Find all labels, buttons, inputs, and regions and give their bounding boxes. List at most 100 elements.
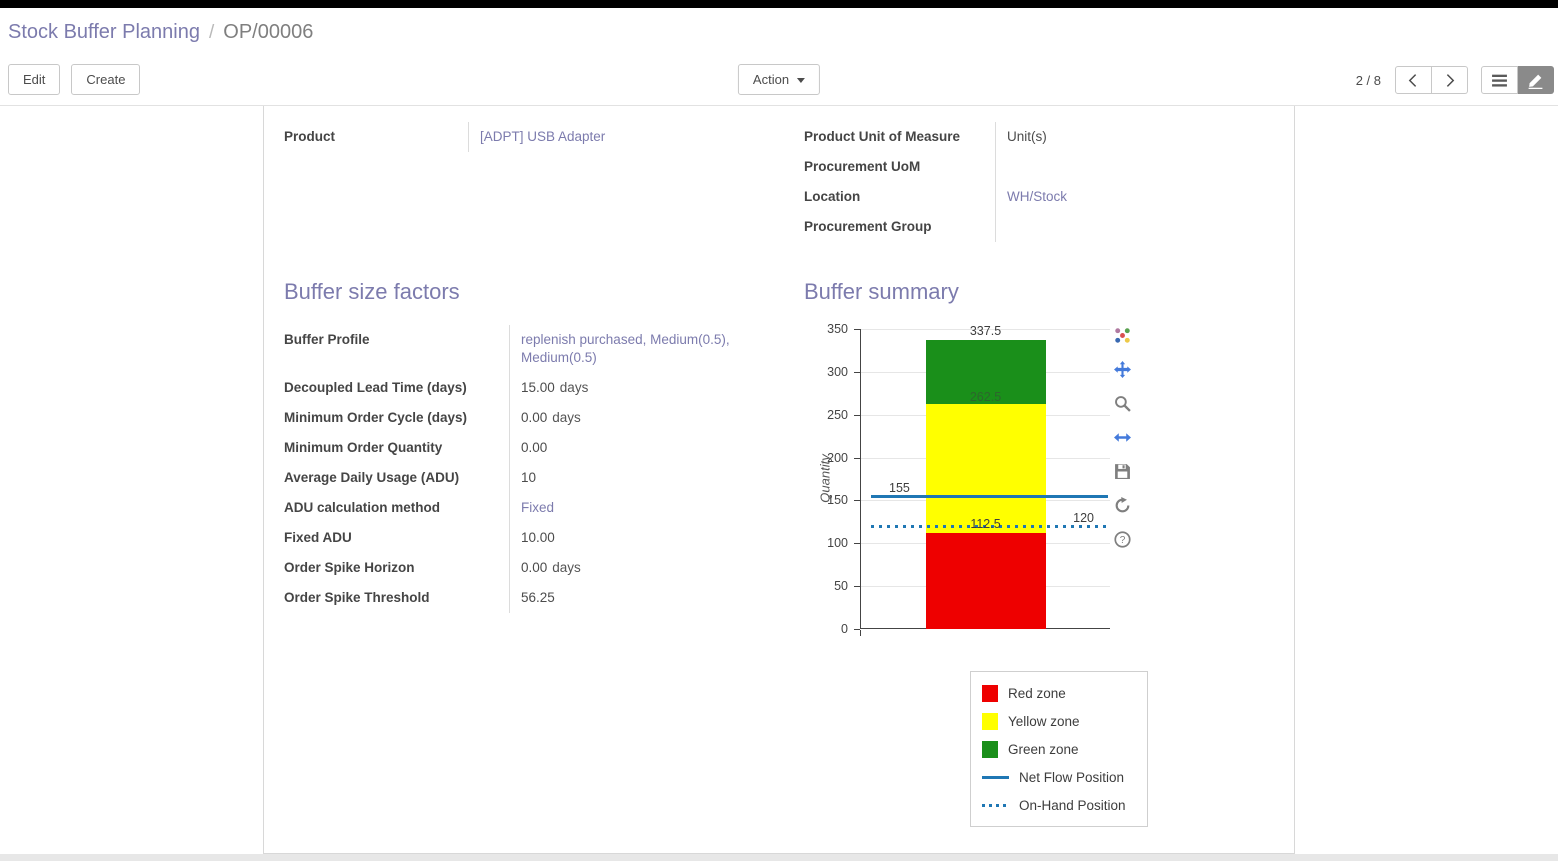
pager-buttons: [1395, 66, 1468, 94]
chart-zone-red-zone: [926, 532, 1046, 629]
field-value-adu: 10: [510, 463, 774, 493]
page-bottom-strip: [0, 854, 1558, 861]
minimum-order-cycle-uom: days: [552, 410, 581, 425]
legend-item-on-hand-position[interactable]: On-Hand Position: [982, 791, 1136, 819]
field-value-order-spike-horizon: 0.00 days: [510, 553, 774, 583]
location-link[interactable]: WH/Stock: [1007, 189, 1068, 204]
field-label-procurement-uom: Procurement UoM: [804, 152, 996, 182]
buffer-summary-column: Buffer summary Quantity 0 50 100 150 200 250 3…: [804, 242, 1274, 827]
legend-line-net-flow: [982, 775, 1009, 779]
create-button[interactable]: Create: [71, 64, 141, 95]
action-area: Action: [737, 64, 821, 95]
y-tick-label: 150: [827, 493, 848, 508]
legend-item-red-zone[interactable]: Red zone: [982, 679, 1136, 707]
fixed-adu-value: 10.00: [521, 530, 555, 545]
top-navbar: [0, 0, 1558, 8]
y-tick-label: 250: [827, 407, 848, 422]
list-view-button[interactable]: [1481, 66, 1518, 94]
legend-label-yellow-zone: Yellow zone: [1008, 713, 1080, 729]
caret-down-icon: [797, 78, 806, 84]
legend-item-yellow-zone[interactable]: Yellow zone: [982, 707, 1136, 735]
view-switcher: [1481, 66, 1554, 94]
minimum-order-quantity-value: 0.00: [521, 440, 548, 455]
legend-swatch-red-zone: [982, 684, 998, 702]
y-tick-mark: [854, 329, 860, 330]
pager-previous-button[interactable]: [1395, 66, 1432, 94]
y-tick-label: 350: [827, 322, 848, 336]
field-label-location: Location: [804, 182, 996, 212]
field-value-fixed-adu: 10.00: [510, 523, 774, 553]
adu-value: 10: [521, 470, 537, 485]
field-value-procurement-group: [996, 212, 1274, 242]
left-field-group: Product [ADPT] USB Adapter: [284, 122, 804, 152]
reset-axes-icon[interactable]: [1114, 497, 1131, 514]
buffer-size-factors-title: Buffer size factors: [284, 279, 460, 304]
chart-modebar: ?: [1114, 327, 1131, 548]
pager-and-views: 2 / 8: [1356, 66, 1554, 94]
product-link[interactable]: [ADPT] USB Adapter: [480, 129, 606, 144]
legend-item-green-zone[interactable]: Green zone: [982, 735, 1136, 763]
adu-method-link[interactable]: Fixed: [521, 500, 555, 515]
pager-next-button[interactable]: [1432, 66, 1468, 94]
chart-annotation: 112.5: [970, 517, 1001, 532]
form-sheet: Product [ADPT] USB Adapter Product Unit …: [263, 106, 1295, 854]
plotly-logo-icon[interactable]: [1114, 327, 1131, 344]
field-value-location: WH/Stock: [996, 182, 1274, 212]
breadcrumb: Stock Buffer Planning / OP/00006: [0, 8, 1558, 55]
field-label-order-spike-threshold: Order Spike Threshold: [284, 583, 510, 613]
order-spike-threshold-value: 56.25: [521, 590, 555, 605]
field-label-adu-method: ADU calculation method: [284, 493, 510, 523]
main-fields-section: Product [ADPT] USB Adapter Product Unit …: [284, 122, 1274, 242]
breadcrumb-separator: /: [208, 22, 215, 43]
field-value-adu-method: Fixed: [510, 493, 774, 523]
pan-icon[interactable]: [1114, 361, 1131, 378]
help-icon[interactable]: ?: [1114, 531, 1131, 548]
breadcrumb-current: OP/00006: [223, 21, 314, 43]
chart-yticks: 0 50 100 150 200 250 300 350: [814, 322, 848, 636]
field-label-buffer-profile: Buffer Profile: [284, 325, 510, 373]
legend-label-green-zone: Green zone: [1008, 741, 1079, 757]
list-view-icon: [1491, 72, 1508, 89]
legend-item-net-flow-position[interactable]: Net Flow Position: [982, 763, 1136, 791]
field-value-procurement-uom: [996, 152, 1274, 182]
field-label-fixed-adu: Fixed ADU: [284, 523, 510, 553]
field-label-product: Product: [284, 122, 469, 152]
x-tick-mark: [860, 630, 861, 636]
y-tick-label: 200: [827, 450, 848, 465]
gridline: [861, 329, 1110, 330]
buffer-summary-chart: Quantity 0 50 100 150 200 250 300 350 337.5 262.…: [808, 322, 1160, 647]
action-label: Action: [752, 72, 790, 87]
buffer-profile-link[interactable]: replenish purchased, Medium(0.5), Medium…: [521, 332, 730, 365]
form-view-button[interactable]: [1518, 66, 1554, 94]
buffer-size-factors-column: Buffer size factors Buffer Profile reple…: [284, 242, 804, 613]
breadcrumb-parent-link[interactable]: Stock Buffer Planning: [8, 21, 200, 43]
field-value-product: [ADPT] USB Adapter: [469, 122, 804, 152]
edit-button[interactable]: Edit: [8, 64, 61, 95]
action-dropdown-button[interactable]: Action: [737, 64, 821, 95]
field-label-minimum-order-quantity: Minimum Order Quantity: [284, 433, 510, 463]
product-uom-value: Unit(s): [1007, 129, 1047, 144]
y-tick-mark: [854, 414, 860, 416]
field-value-minimum-order-cycle: 0.00 days: [510, 403, 774, 433]
order-spike-horizon-value: 0.00: [521, 560, 548, 575]
chevron-right-icon: [1441, 72, 1458, 89]
zoom-icon[interactable]: [1114, 395, 1131, 412]
autoscale-icon[interactable]: [1114, 429, 1131, 446]
chart-legend: Red zone Yellow zone Green zone Net Flow…: [970, 671, 1148, 827]
minimum-order-cycle-value: 0.00: [521, 410, 548, 425]
legend-line-on-hand: [982, 803, 1009, 807]
record-buttons: Edit Create: [8, 64, 141, 95]
legend-label-net-flow: Net Flow Position: [1019, 769, 1125, 785]
y-tick-label: 100: [827, 536, 848, 551]
y-tick-mark: [854, 371, 860, 373]
y-tick-label: 300: [827, 364, 848, 379]
field-label-order-spike-horizon: Order Spike Horizon: [284, 553, 510, 583]
decoupled-lead-time-value: 15.00: [521, 380, 555, 395]
decoupled-lead-time-uom: days: [559, 380, 589, 395]
chart-zone-green-zone: [926, 339, 1046, 404]
field-label-decoupled-lead-time: Decoupled Lead Time (days): [284, 373, 510, 403]
legend-label-red-zone: Red zone: [1008, 685, 1066, 701]
save-icon[interactable]: [1114, 463, 1131, 480]
field-label-product-uom: Product Unit of Measure: [804, 122, 996, 152]
chart-zone-yellow-zone: [926, 404, 1046, 533]
